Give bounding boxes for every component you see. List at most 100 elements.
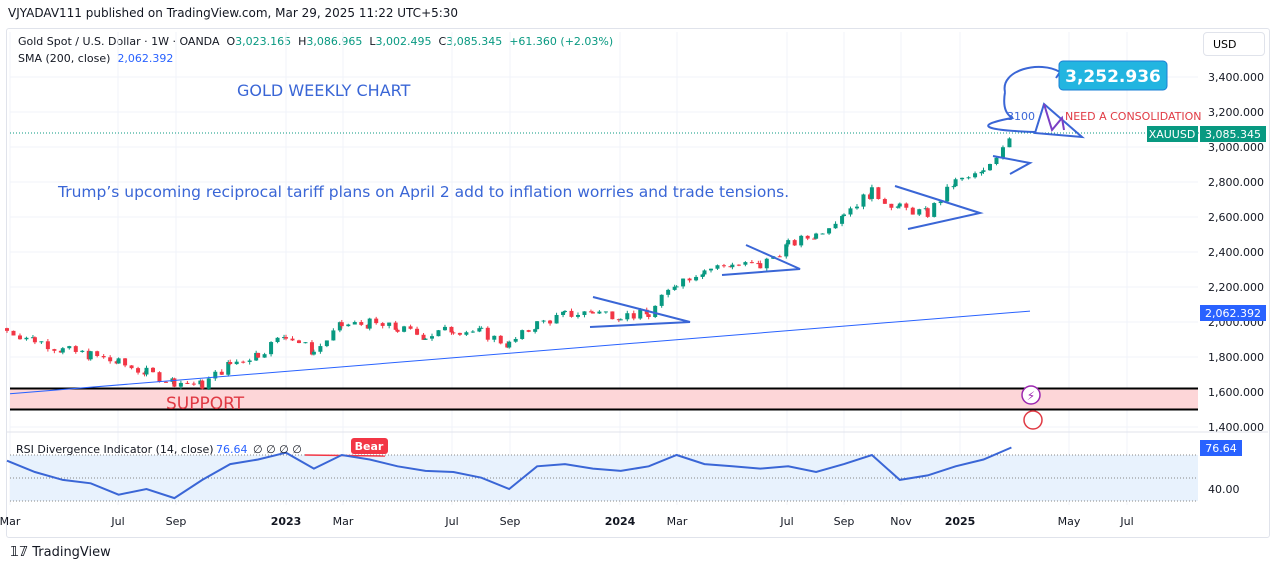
change-value: +61.360 (+2.03%) xyxy=(509,35,614,48)
symbol-name[interactable]: Gold Spot / U.S. Dollar · 1W · OANDA xyxy=(18,35,220,48)
support-label: SUPPORT xyxy=(166,394,245,414)
close-value: 3,085.345 xyxy=(446,35,503,48)
candle-body xyxy=(953,179,958,187)
candle-body xyxy=(296,340,301,344)
triangle-pattern xyxy=(894,185,984,230)
candle-body xyxy=(275,337,280,343)
candle-body xyxy=(910,207,915,215)
candle-body xyxy=(367,318,372,329)
candle-body xyxy=(702,270,707,275)
candle-body xyxy=(436,330,441,337)
rsi-value-tag-label: 76.64 xyxy=(1205,442,1237,455)
candle-body xyxy=(618,319,623,321)
candle-body xyxy=(981,170,986,172)
candle-body xyxy=(150,367,155,373)
price-tick: 3,200.000 xyxy=(1208,106,1264,119)
time-tick: Jul xyxy=(110,515,124,528)
time-tick: Mar xyxy=(333,515,354,528)
candle-body xyxy=(638,309,643,319)
candle-body xyxy=(241,361,246,363)
time-tick: Jul xyxy=(444,515,458,528)
candle-body xyxy=(39,341,44,343)
high-value: 3,086.965 xyxy=(306,35,363,48)
candle-body xyxy=(80,350,85,352)
sma-line xyxy=(9,310,1031,395)
currency-button[interactable]: USD xyxy=(1203,32,1265,56)
candle-body xyxy=(136,368,141,373)
price-tick: 2,400.000 xyxy=(1208,246,1264,259)
candle-body xyxy=(563,310,567,312)
candle-body xyxy=(820,233,825,235)
candle-body xyxy=(470,331,475,333)
candle-body xyxy=(777,256,782,258)
close-label: C xyxy=(438,35,447,48)
candle-body xyxy=(290,338,295,341)
candle-body xyxy=(234,361,239,365)
triangle-pattern xyxy=(992,155,1033,175)
candle-body xyxy=(24,337,29,340)
time-tick: Sep xyxy=(834,515,855,528)
candle-body xyxy=(554,314,559,324)
lightning-event-icon[interactable] xyxy=(1021,385,1041,405)
high-label: H xyxy=(298,35,307,48)
candle-body xyxy=(5,328,9,331)
publish-header: VJYADAV111 published on TradingView.com,… xyxy=(8,6,459,20)
candle-body xyxy=(346,324,351,327)
candle-body xyxy=(337,322,342,331)
candle-body xyxy=(842,214,846,216)
candle-body xyxy=(882,199,887,204)
sma-label: SMA (200, close) xyxy=(18,52,111,65)
candle-body xyxy=(228,361,233,365)
candle-body xyxy=(966,177,971,179)
candle-body xyxy=(393,322,398,330)
candle-body xyxy=(869,187,874,199)
candle-body xyxy=(116,358,121,364)
time-tick: Mar xyxy=(0,515,21,528)
candle-body xyxy=(387,322,392,326)
candle-body xyxy=(352,322,357,325)
candle-body xyxy=(311,351,316,355)
price-tick: 1,800.000 xyxy=(1208,351,1264,364)
candle-body xyxy=(172,378,177,387)
candle-body xyxy=(163,381,168,383)
candle-body xyxy=(784,244,789,257)
tariff-note: Trump’s upcoming reciprocal tariff plans… xyxy=(57,183,789,201)
rsi-flags: ∅ ∅ ∅ ∅ xyxy=(253,443,302,456)
sma-value: 2,062.392 xyxy=(117,52,174,65)
chart-frame xyxy=(6,28,1270,538)
candle-body xyxy=(917,209,922,215)
candle-body xyxy=(569,310,574,317)
tradingview-logo[interactable]: 𝟙𝟟 TradingView xyxy=(10,545,111,560)
candle-body xyxy=(897,203,902,207)
candle-body xyxy=(498,335,503,344)
last-price-value: 3,085.345 xyxy=(1205,128,1261,141)
candle-body xyxy=(681,278,686,287)
candle-body xyxy=(402,326,407,332)
candle-body xyxy=(457,332,462,335)
candle-body xyxy=(324,340,329,347)
candle-body xyxy=(359,322,364,325)
target-callout xyxy=(1058,60,1168,91)
candle-body xyxy=(590,312,595,314)
us-flag-event-icon[interactable] xyxy=(1023,410,1043,430)
candle-body xyxy=(694,276,699,281)
candle-body xyxy=(861,194,866,207)
candle-body xyxy=(666,289,671,295)
candle-body xyxy=(876,187,881,200)
lightning-glyph: ⚡ xyxy=(1027,389,1035,403)
candle-body xyxy=(108,357,113,362)
sma-price-value: 2,062.392 xyxy=(1205,307,1261,320)
candle-body xyxy=(144,367,149,375)
candle-body xyxy=(95,351,100,357)
candle-body xyxy=(610,311,615,320)
candle-body xyxy=(758,263,763,269)
candle-body xyxy=(213,371,218,379)
candle-body xyxy=(548,320,553,324)
price-tick: 2,200.000 xyxy=(1208,281,1264,294)
price-tick: 3,000.000 xyxy=(1208,141,1264,154)
candle-body xyxy=(840,215,845,224)
candle-body xyxy=(715,265,720,269)
sma-legend[interactable]: SMA (200, close) 2,062.392 xyxy=(18,52,173,65)
candle-body xyxy=(442,326,447,331)
